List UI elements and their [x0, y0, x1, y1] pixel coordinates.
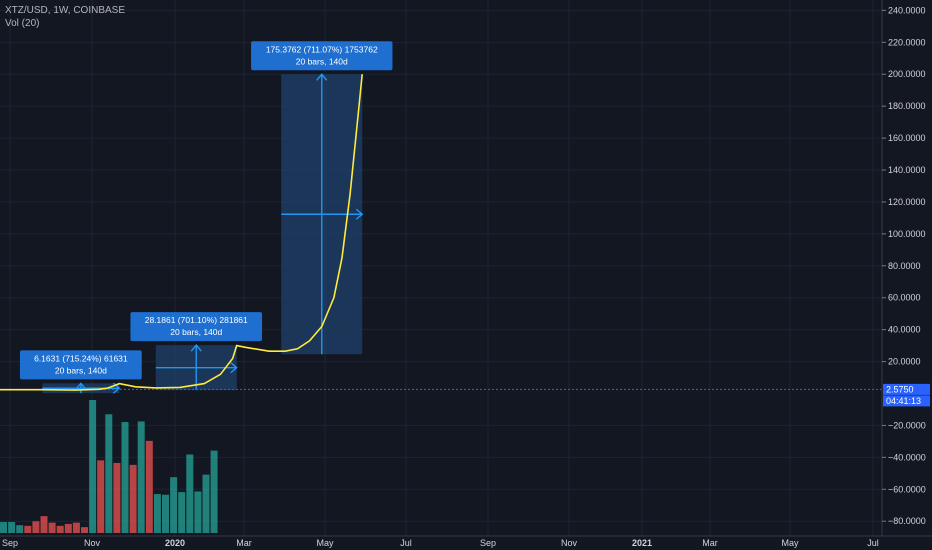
price-tick-label: −20.0000	[888, 420, 926, 430]
volume-bar	[32, 521, 40, 533]
measure-label-bg	[130, 312, 263, 342]
price-tick-label: 140.0000	[888, 165, 926, 175]
volume-bar	[48, 522, 56, 533]
volume-bar	[89, 400, 97, 533]
measure-v-arrow	[190, 344, 202, 352]
price-tick-label: 120.0000	[888, 197, 926, 207]
measure-label-2: 28.1861 (701.10%) 281861 20 bars, 140d	[130, 312, 263, 342]
measure-label-line2: 20 bars, 140d	[170, 327, 222, 337]
volume-bar	[64, 523, 72, 533]
measure-label-line1: 6.1631 (715.24%) 61631	[34, 353, 128, 363]
volume-bar	[210, 450, 218, 533]
volume-bar	[0, 521, 7, 533]
volume-bar	[129, 464, 137, 533]
volume-bar	[72, 522, 80, 533]
volume-bar	[145, 440, 153, 533]
volume-bar	[8, 521, 16, 533]
measure-v-arrow	[75, 382, 87, 390]
measure-label-3: 175.3762 (711.07%) 1753762 20 bars, 140d	[251, 41, 393, 71]
measure-box-3[interactable]	[281, 73, 364, 355]
measure-label-bg	[19, 350, 142, 380]
volume-bar	[97, 460, 105, 533]
volume-bar	[178, 492, 186, 533]
volume-bar	[24, 525, 32, 533]
symbol-title[interactable]: XTZ/USD, 1W, COINBASE	[5, 5, 126, 16]
volume-indicator-label[interactable]: Vol (20)	[5, 18, 40, 29]
volume-bar	[170, 477, 178, 533]
price-tick-label: 20.0000	[888, 357, 921, 367]
countdown-value: 04:41:13	[886, 396, 921, 406]
time-tick-label: Nov	[561, 538, 578, 548]
measure-label-bg	[251, 41, 393, 71]
volume-bar	[194, 491, 202, 533]
volume-bar	[113, 462, 121, 533]
time-axis[interactable]: Sep Nov 2020 Mar May Jul Sep Nov 2021 Mar May Jul	[2, 538, 879, 548]
measure-h-arrow	[355, 208, 364, 220]
time-tick-label: Mar	[236, 538, 252, 548]
time-axis-background	[0, 536, 932, 550]
volume-bars	[0, 400, 218, 533]
projection-line	[0, 74, 363, 391]
measure-h-arrow	[230, 362, 238, 374]
time-tick-label: Sep	[480, 538, 496, 548]
volume-bar	[56, 525, 64, 533]
time-tick-label: May	[316, 538, 334, 548]
time-tick-label: Jul	[400, 538, 412, 548]
measure-label-line1: 28.1861 (701.10%) 281861	[145, 315, 248, 325]
current-price-tag-bg	[883, 383, 930, 395]
measure-label-1: 6.1631 (715.24%) 61631 20 bars, 140d	[19, 350, 142, 380]
volume-bar	[16, 525, 24, 533]
countdown-tag-bg	[883, 395, 930, 407]
measurement-tools[interactable]	[42, 73, 364, 394]
price-tick-label: 180.0000	[888, 101, 926, 111]
price-tick-label: 80.0000	[888, 261, 921, 271]
volume-bar	[105, 414, 113, 533]
price-tick-label: −40.0000	[888, 452, 926, 462]
price-tick-label: 40.0000	[888, 325, 921, 335]
volume-bar	[40, 516, 48, 533]
time-tick-label: 2021	[632, 538, 652, 548]
price-tick-label: 220.0000	[888, 37, 926, 47]
price-axis[interactable]: 240.0000 220.0000 200.0000 180.0000 160.0000…	[882, 5, 926, 526]
time-tick-label: Jul	[867, 538, 879, 548]
time-tick-label: Sep	[2, 538, 18, 548]
volume-bar	[137, 421, 145, 533]
volume-bar	[121, 422, 129, 533]
price-tick-label: 60.0000	[888, 293, 921, 303]
time-tick-label: Mar	[702, 538, 718, 548]
current-price-tag: 2.5750 04:41:13	[883, 383, 930, 407]
price-tick-label: −60.0000	[888, 484, 926, 494]
grid-lines	[0, 0, 882, 536]
volume-bar	[162, 494, 169, 533]
price-tick-label: 160.0000	[888, 133, 926, 143]
price-axis-background	[882, 0, 932, 536]
time-tick-label: Nov	[84, 538, 101, 548]
volume-bar	[81, 527, 88, 533]
measure-box-2[interactable]	[155, 344, 238, 391]
measure-label-line1: 175.3762 (711.07%) 1753762	[266, 44, 378, 54]
price-tick-label: 200.0000	[888, 69, 926, 79]
price-tick-label: −80.0000	[888, 516, 926, 526]
volume-bar	[202, 474, 210, 533]
time-tick-label: 2020	[165, 538, 185, 548]
volume-bar	[186, 454, 194, 533]
price-tick-label: 240.0000	[888, 5, 926, 15]
time-tick-label: May	[781, 538, 799, 548]
measure-label-line2: 20 bars, 140d	[55, 365, 107, 375]
price-tick-label: 100.0000	[888, 229, 926, 239]
current-price-value: 2.5750	[886, 384, 914, 394]
measure-label-line2: 20 bars, 140d	[296, 56, 348, 66]
volume-bar	[153, 494, 161, 533]
measure-v-arrow	[316, 73, 328, 81]
